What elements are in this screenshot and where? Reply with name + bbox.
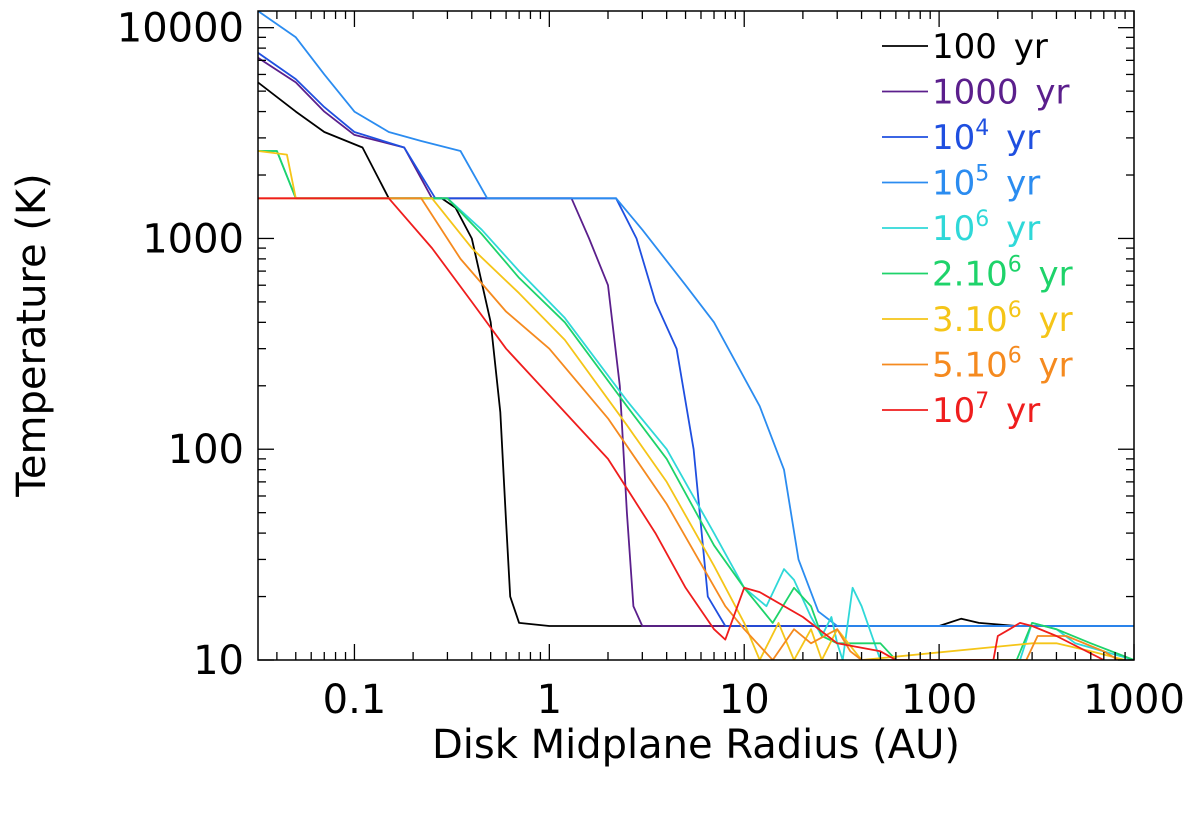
series-line-6: [258, 150, 1126, 660]
series-line-1: [258, 57, 1134, 627]
y-tick-label: 10: [193, 638, 244, 684]
legend-label: 1000 yr: [932, 73, 1069, 113]
legend-label: 3.106 yr: [932, 298, 1073, 340]
series-line-0: [258, 81, 1134, 627]
legend-label: 104 yr: [932, 116, 1040, 158]
series-line-4: [258, 150, 1134, 660]
x-tick-label: 1000: [1083, 677, 1185, 723]
plot-frame: [257, 10, 1135, 661]
series-layer: [258, 11, 1134, 660]
y-axis-title: Temperature (K): [9, 173, 55, 498]
legend-label: 106 yr: [932, 207, 1040, 249]
series-line-3: [258, 11, 1134, 627]
series-line-5: [258, 150, 1134, 660]
x-tick-label: 10: [719, 677, 770, 723]
tick-label-layer: 0.1 1 10 100 1000 10 100 1000 10000: [117, 6, 1185, 723]
legend-label: 105 yr: [932, 162, 1040, 204]
legend-label: 107 yr: [932, 389, 1040, 431]
y-tick-label: 10000: [117, 6, 244, 52]
series-line-8: [258, 197, 1105, 660]
legend-label: 100 yr: [932, 27, 1048, 67]
tick-layer: [258, 11, 1135, 661]
x-tick-label: 0.1: [323, 677, 387, 723]
x-tick-label: 1: [537, 677, 562, 723]
legend-label: 2.106 yr: [932, 253, 1073, 295]
x-tick-label: 100: [901, 677, 977, 723]
y-tick-label: 1000: [142, 216, 244, 262]
x-axis-title: Disk Midplane Radius (AU): [432, 722, 960, 768]
legend-label: 5.106 yr: [932, 344, 1073, 386]
y-tick-label: 100: [168, 427, 244, 473]
series-line-7: [258, 197, 1120, 660]
